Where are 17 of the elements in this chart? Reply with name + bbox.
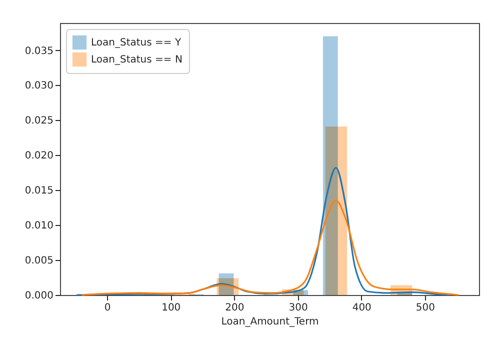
x-tick-label: 100	[162, 302, 181, 314]
y-tick-label: 0.015	[24, 186, 54, 197]
x-tick-label: 400	[352, 302, 372, 314]
x-axis-title: Loan_Amount_Term	[221, 316, 319, 328]
y-tick-label: 0.020	[24, 150, 54, 162]
y-tick-label: 0.010	[24, 220, 54, 232]
x-tick-label: 300	[288, 302, 308, 314]
y-tick-label: 0.035	[24, 46, 54, 57]
x-tick-label: 0	[104, 302, 111, 314]
y-tick-label: 0.005	[24, 256, 54, 267]
x-tick-label: 200	[225, 302, 244, 314]
y-tick-label: 0.000	[24, 290, 54, 302]
legend-label: Loan_Status == Y	[91, 38, 182, 48]
y-tick-label: 0.025	[24, 116, 54, 127]
y-tick-label: 0.030	[24, 80, 54, 92]
x-tick-label: 500	[416, 302, 436, 314]
legend-label: Loan_Status == N	[91, 54, 182, 66]
